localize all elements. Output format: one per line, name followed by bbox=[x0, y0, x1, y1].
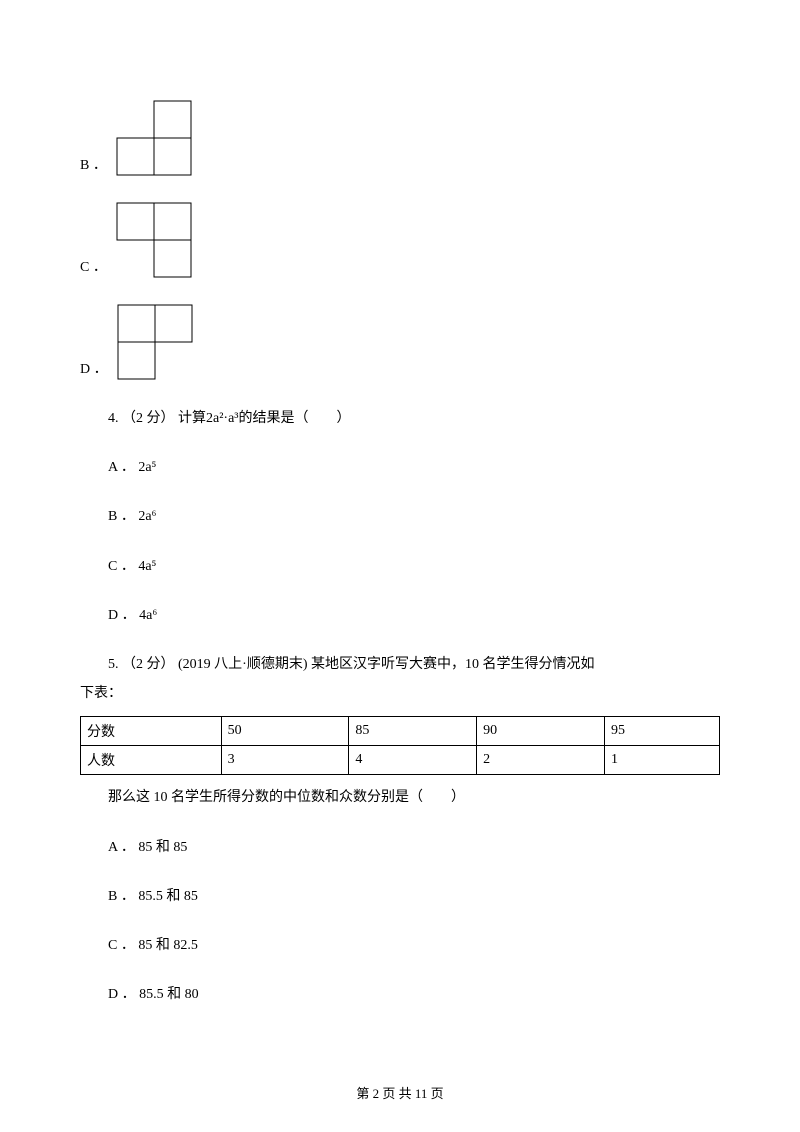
figure-c bbox=[115, 202, 193, 280]
q5-text: 5. （2 分） (2019 八上·顺德期末) 某地区汉字听写大赛中，10 名学… bbox=[80, 652, 720, 677]
q4-opt-b: B ． 2a⁶ bbox=[80, 504, 720, 529]
cell: 1 bbox=[604, 746, 719, 775]
cell: 3 bbox=[221, 746, 349, 775]
q5-after: 那么这 10 名学生所得分数的中位数和众数分别是（ ） bbox=[80, 785, 720, 810]
option-c-row: C ． bbox=[80, 202, 720, 280]
cell: 4 bbox=[349, 746, 477, 775]
option-d-label: D ． bbox=[80, 358, 108, 382]
table-row: 人数 3 4 2 1 bbox=[81, 746, 720, 775]
cell: 人数 bbox=[81, 746, 222, 775]
q4-opt-c: C ． 4a⁵ bbox=[80, 554, 720, 579]
q5-opt-a: A ． 85 和 85 bbox=[80, 835, 720, 860]
q5-cont: 下表： bbox=[80, 681, 720, 706]
figure-d bbox=[116, 304, 194, 382]
figure-b bbox=[115, 100, 193, 178]
cell: 2 bbox=[477, 746, 605, 775]
option-c-label: C ． bbox=[80, 256, 107, 280]
cell: 90 bbox=[477, 717, 605, 746]
cell: 50 bbox=[221, 717, 349, 746]
cell: 95 bbox=[604, 717, 719, 746]
table-row: 分数 50 85 90 95 bbox=[81, 717, 720, 746]
option-b-label: B ． bbox=[80, 154, 107, 178]
cell: 分数 bbox=[81, 717, 222, 746]
cell: 85 bbox=[349, 717, 477, 746]
q5-opt-b: B ． 85.5 和 85 bbox=[80, 884, 720, 909]
q4-opt-d: D ． 4a⁶ bbox=[80, 603, 720, 628]
q5-table: 分数 50 85 90 95 人数 3 4 2 1 bbox=[80, 716, 720, 775]
q4-opt-a: A ． 2a⁵ bbox=[80, 455, 720, 480]
option-b-row: B ． bbox=[80, 100, 720, 178]
q5-opt-d: D ． 85.5 和 80 bbox=[80, 982, 720, 1007]
page-footer: 第 2 页 共 11 页 bbox=[0, 1083, 800, 1102]
q4-text: 4. （2 分） 计算2a²·a³的结果是（ ） bbox=[80, 406, 720, 431]
q5-opt-c: C ． 85 和 82.5 bbox=[80, 933, 720, 958]
option-d-row: D ． bbox=[80, 304, 720, 382]
